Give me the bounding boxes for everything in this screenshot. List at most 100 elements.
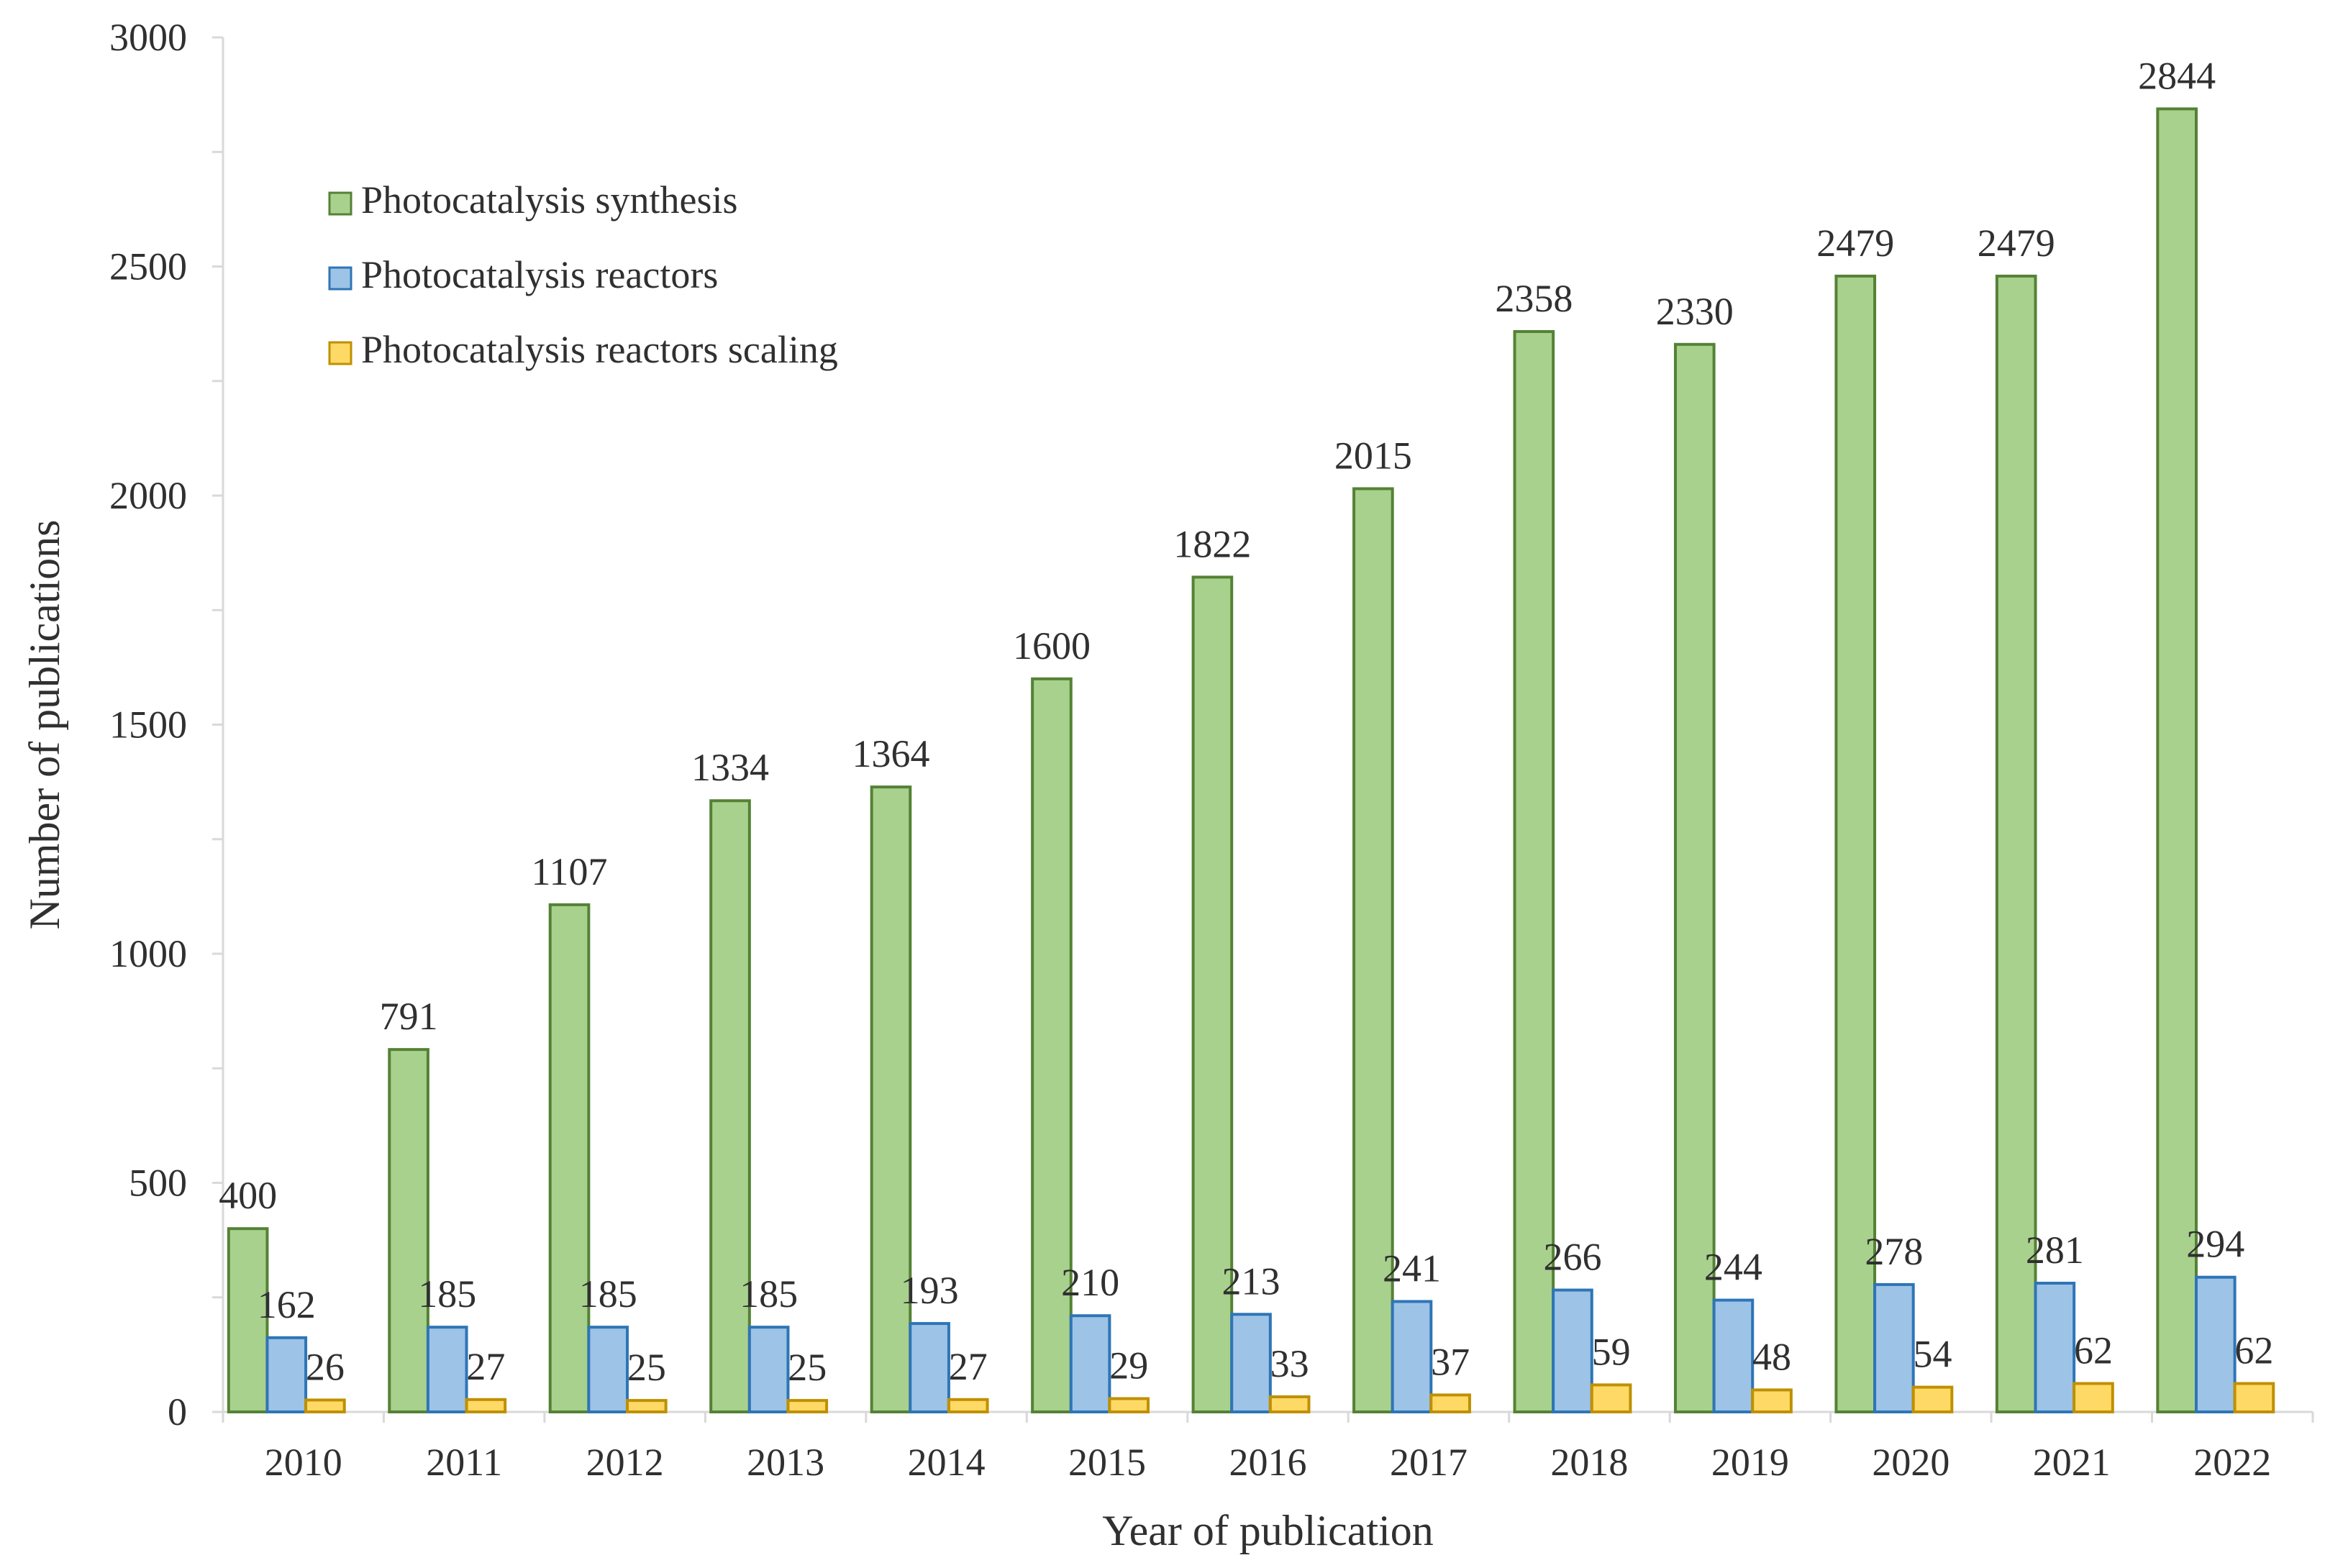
bar-photocatalysis-synthesis-2015 <box>1031 677 1073 1413</box>
data-label: 185 <box>579 1272 637 1316</box>
bar-photocatalysis-synthesis-2022 <box>2156 107 2198 1414</box>
bar-photocatalysis-reactors-scaling-2017 <box>1429 1393 1471 1414</box>
data-label: 29 <box>1109 1344 1148 1387</box>
bar-photocatalysis-reactors-2019 <box>1712 1298 1755 1414</box>
y-axis-title: Number of publications <box>21 520 68 930</box>
bar-photocatalysis-reactors-2018 <box>1552 1288 1593 1413</box>
bar-photocatalysis-synthesis-2019 <box>1673 342 1716 1413</box>
data-label: 1107 <box>532 850 608 893</box>
y-tick-label: 500 <box>129 1162 187 1205</box>
data-label: 2330 <box>1656 290 1734 333</box>
bar-photocatalysis-reactors-2022 <box>2194 1275 2237 1414</box>
axes-layer: 0 500 1000 1500 2000 2500 3000 2010 2011 2012 2013… <box>21 16 2314 1554</box>
x-axis-title: Year of publication <box>1102 1507 1434 1554</box>
legend-label-1: Photocatalysis reactors <box>361 253 718 296</box>
data-label: 33 <box>1270 1342 1309 1385</box>
legend-swatch-0 <box>328 191 352 216</box>
x-tick-label: 2019 <box>1711 1441 1789 1484</box>
bar-photocatalysis-reactors-2014 <box>909 1322 950 1413</box>
bars-layer <box>227 107 2275 1414</box>
bar-photocatalysis-synthesis-2011 <box>388 1048 429 1414</box>
y-tick-label: 1500 <box>109 703 187 747</box>
data-label: 27 <box>949 1345 988 1388</box>
data-label: 241 <box>1383 1246 1441 1290</box>
bar-photocatalysis-reactors-2013 <box>747 1326 790 1414</box>
bar-photocatalysis-synthesis-2010 <box>227 1227 269 1413</box>
data-label: 1822 <box>1173 522 1251 565</box>
bar-photocatalysis-reactors-2010 <box>265 1336 308 1414</box>
bar-photocatalysis-reactors-2017 <box>1391 1300 1433 1414</box>
data-label: 2479 <box>1816 222 1894 265</box>
data-label: 54 <box>1914 1333 1952 1376</box>
bar-photocatalysis-synthesis-2020 <box>1834 274 1877 1414</box>
bar-photocatalysis-reactors-scaling-2018 <box>1590 1383 1632 1413</box>
y-tick-label: 2500 <box>109 245 187 288</box>
x-tick-label: 2013 <box>747 1441 824 1484</box>
bar-photocatalysis-reactors-scaling-2016 <box>1268 1395 1311 1414</box>
legend-swatch-1 <box>328 266 352 291</box>
data-label: 1364 <box>852 732 929 775</box>
bar-photocatalysis-reactors-2012 <box>587 1326 629 1414</box>
bar-photocatalysis-reactors-scaling-2020 <box>1911 1385 1954 1414</box>
y-tick-label: 3000 <box>109 16 187 59</box>
bar-photocatalysis-reactors-scaling-2021 <box>2073 1382 2114 1413</box>
data-label: 1334 <box>691 746 769 789</box>
y-tick-label: 2000 <box>109 474 187 517</box>
data-label: 278 <box>1865 1230 1923 1273</box>
data-label: 2015 <box>1334 434 1412 477</box>
bar-photocatalysis-reactors-2021 <box>2034 1282 2076 1414</box>
x-tick-label: 2022 <box>2193 1441 2271 1484</box>
bar-photocatalysis-reactors-2015 <box>1069 1314 1111 1413</box>
data-label: 281 <box>2026 1229 2084 1272</box>
x-tick-label: 2021 <box>2033 1441 2111 1484</box>
data-label: 25 <box>788 1346 827 1389</box>
bar-photocatalysis-synthesis-2018 <box>1513 329 1555 1414</box>
legend-label-2: Photocatalysis reactors scaling <box>361 328 838 371</box>
legend: Photocatalysis synthesis Photocatalysis r… <box>328 178 838 371</box>
data-label: 2358 <box>1495 277 1573 320</box>
bar-photocatalysis-synthesis-2016 <box>1191 575 1234 1413</box>
bar-photocatalysis-reactors-scaling-2010 <box>304 1398 346 1413</box>
data-label: 185 <box>740 1272 798 1316</box>
bar-photocatalysis-reactors-scaling-2019 <box>1751 1388 1793 1413</box>
bar-photocatalysis-synthesis-2012 <box>548 903 591 1413</box>
x-tick-label: 2017 <box>1390 1441 1468 1484</box>
data-label: 2844 <box>2138 54 2216 97</box>
x-tick-label: 2016 <box>1229 1441 1307 1484</box>
labels-layer: 400 791 1107 1334 1364 1600 1822 2015 2358 2330 24… <box>219 54 2273 1389</box>
x-tick-label: 2018 <box>1550 1441 1628 1484</box>
y-tick-label: 0 <box>168 1390 187 1433</box>
data-label: 25 <box>627 1346 666 1389</box>
data-label: 193 <box>901 1269 959 1312</box>
data-label: 59 <box>1592 1330 1631 1373</box>
bar-photocatalysis-reactors-scaling-2014 <box>947 1398 989 1414</box>
legend-swatch-2 <box>328 341 352 365</box>
data-label: 1600 <box>1013 624 1091 667</box>
x-tick-label: 2014 <box>908 1441 986 1484</box>
bar-photocatalysis-reactors-scaling-2013 <box>786 1399 829 1413</box>
data-label: 62 <box>2234 1329 2273 1372</box>
data-label: 2479 <box>1978 222 2055 265</box>
y-tick-label: 1000 <box>109 932 187 975</box>
data-label: 213 <box>1222 1259 1280 1303</box>
bar-photocatalysis-reactors-2011 <box>426 1326 468 1414</box>
data-label: 37 <box>1431 1340 1470 1383</box>
data-label: 791 <box>380 995 438 1038</box>
data-label: 244 <box>1704 1246 1762 1289</box>
bar-photocatalysis-synthesis-2017 <box>1352 487 1394 1414</box>
data-label: 400 <box>219 1174 277 1217</box>
data-label: 48 <box>1752 1335 1791 1378</box>
data-label: 162 <box>258 1283 316 1326</box>
data-label: 266 <box>1543 1236 1601 1279</box>
data-label: 26 <box>306 1345 345 1388</box>
data-label: 62 <box>2074 1329 2113 1372</box>
bar-photocatalysis-reactors-scaling-2022 <box>2233 1382 2275 1413</box>
bar-photocatalysis-reactors-scaling-2015 <box>1108 1397 1150 1413</box>
bar-photocatalysis-reactors-scaling-2012 <box>626 1399 668 1413</box>
bar-photocatalysis-reactors-2016 <box>1230 1313 1272 1413</box>
legend-label-0: Photocatalysis synthesis <box>361 178 738 222</box>
bar-photocatalysis-reactors-2020 <box>1873 1282 1915 1413</box>
bar-photocatalysis-synthesis-2021 <box>1995 274 2037 1414</box>
